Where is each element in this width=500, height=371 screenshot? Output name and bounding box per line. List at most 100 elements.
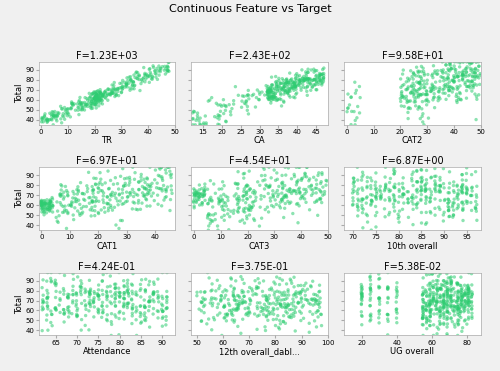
Point [436,96,444,102]
Point [192,191,200,197]
Point [142,76,150,82]
Point [463,64,471,70]
Point [103,200,111,206]
Point [120,295,128,301]
Point [195,194,203,200]
Point [115,332,123,338]
Point [436,184,444,190]
Point [74,105,82,111]
Point [192,191,200,197]
Point [447,274,455,280]
Point [414,80,422,86]
Point [390,204,398,210]
Point [89,300,97,306]
Point [376,301,384,307]
Point [260,306,268,312]
Point [464,298,472,303]
Point [282,77,290,83]
Point [390,208,398,214]
Point [238,93,246,99]
Point [86,98,94,104]
Point [358,294,366,300]
Point [82,102,90,108]
Point [238,288,246,293]
Point [312,78,320,84]
Point [413,201,421,207]
Point [436,305,444,311]
Point [106,283,114,289]
Point [285,92,293,98]
Point [454,85,462,91]
Point [461,303,469,309]
Point [418,292,426,298]
Point [124,277,132,283]
Point [422,293,430,299]
Point [130,72,138,78]
Point [54,219,62,225]
Point [164,184,172,190]
Point [142,71,150,77]
Point [449,200,457,206]
Point [271,94,279,100]
Point [353,115,361,121]
Point [420,72,428,78]
Point [104,97,112,103]
Point [145,73,153,79]
Point [390,171,398,177]
Point [460,292,468,298]
Point [362,211,370,217]
Point [278,198,286,204]
Point [44,294,52,300]
Point [299,193,307,198]
Point [276,96,283,102]
Point [453,194,461,200]
Point [440,311,448,317]
Point [304,79,312,85]
Point [442,284,450,290]
Point [58,202,66,208]
Point [296,189,304,195]
Point [272,83,280,89]
Point [300,186,308,192]
Point [436,177,444,183]
Point [405,105,413,111]
Point [423,301,431,306]
Point [460,282,468,288]
Point [450,183,458,188]
Point [464,288,472,294]
Point [455,73,463,79]
Point [112,303,120,309]
Point [166,168,174,174]
Point [448,286,456,292]
Point [272,177,280,183]
Point [432,270,440,276]
Point [308,193,316,198]
Point [52,306,60,312]
Point [52,277,60,283]
Point [228,106,236,112]
Point [468,60,476,66]
Point [280,91,288,97]
Point [158,309,166,315]
Point [151,68,159,73]
Point [422,195,430,201]
Point [469,85,477,91]
Point [458,297,466,303]
Point [278,190,286,196]
Point [310,82,318,88]
Point [218,332,226,338]
Point [102,90,110,96]
Point [119,83,127,89]
Point [276,90,284,96]
Point [446,294,454,300]
Point [63,109,71,115]
Point [412,187,420,193]
Point [101,180,109,186]
Point [310,318,318,324]
Point [162,306,170,312]
Point [431,182,439,188]
Point [426,286,434,292]
Point [419,285,427,290]
Point [38,200,46,206]
Point [463,300,471,306]
